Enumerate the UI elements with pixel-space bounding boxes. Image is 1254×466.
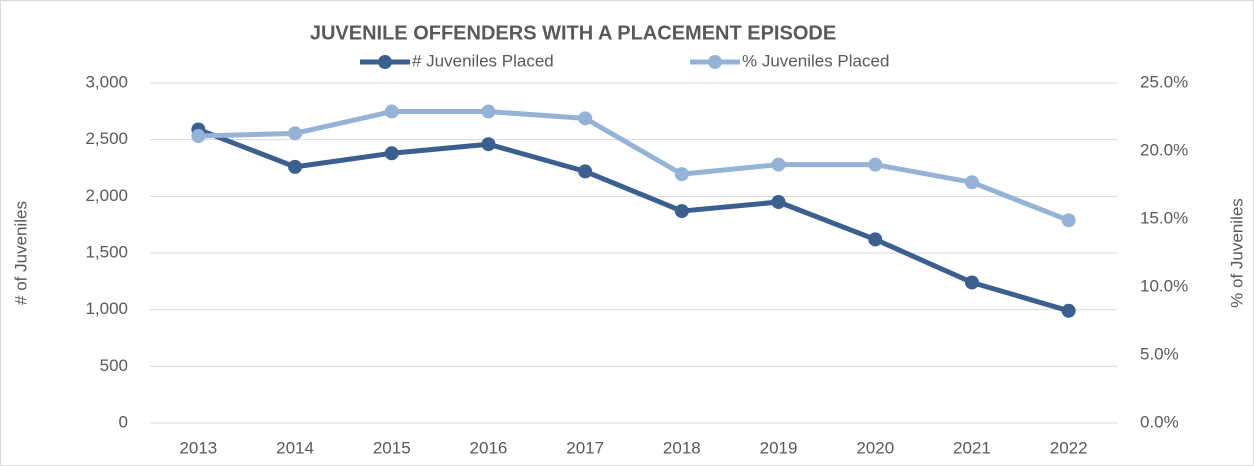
x-tick-label: 2018 xyxy=(663,438,701,457)
y-tick-label: 2,500 xyxy=(85,129,128,148)
data-point xyxy=(481,104,496,119)
legend-marker xyxy=(378,55,392,69)
y-tick-label: 1,000 xyxy=(85,299,128,318)
y2-tick-label: 20.0% xyxy=(1140,140,1188,159)
data-point xyxy=(481,137,496,152)
series-line xyxy=(198,109,1070,223)
data-point xyxy=(771,157,786,172)
x-tick-label: 2019 xyxy=(760,438,798,457)
data-point xyxy=(1061,213,1076,228)
legend-label: % Juveniles Placed xyxy=(742,51,889,70)
x-tick-label: 2016 xyxy=(470,438,508,457)
y2-tick-label: 5.0% xyxy=(1140,344,1179,363)
y-tick-label: 2,000 xyxy=(85,186,128,205)
y-tick-label: 500 xyxy=(100,356,128,375)
data-point xyxy=(771,195,786,209)
y-tick-label: 3,000 xyxy=(85,72,128,91)
data-point xyxy=(964,275,979,290)
x-tick-label: 2021 xyxy=(953,438,991,457)
x-tick-label: 2017 xyxy=(566,438,604,457)
y-tick-label: 1,500 xyxy=(85,242,128,261)
data-point xyxy=(288,159,303,174)
data-point xyxy=(674,204,689,219)
data-point xyxy=(578,111,593,126)
data-point xyxy=(868,232,883,247)
legend-label: # Juveniles Placed xyxy=(412,51,554,70)
y-tick-label: 0 xyxy=(119,412,128,431)
data-point xyxy=(578,164,593,179)
y-axis-label: # of Juveniles xyxy=(11,201,30,305)
x-tick-label: 2013 xyxy=(179,438,217,457)
data-point xyxy=(964,175,979,190)
chart-title: JUVENILE OFFENDERS WITH A PLACEMENT EPIS… xyxy=(310,22,836,44)
y2-axis-label: % of Juveniles xyxy=(1227,198,1246,308)
data-point xyxy=(191,129,206,144)
data-point xyxy=(384,146,399,161)
data-point xyxy=(1061,303,1076,318)
y2-tick-label: 15.0% xyxy=(1140,208,1188,227)
series-line xyxy=(197,127,1070,314)
x-tick-label: 2014 xyxy=(276,438,314,457)
y2-tick-label: 0.0% xyxy=(1140,412,1179,431)
legend-marker xyxy=(708,55,722,69)
x-tick-label: 2015 xyxy=(373,438,411,457)
x-tick-label: 2020 xyxy=(856,438,894,457)
data-point xyxy=(868,157,883,172)
y2-tick-label: 25.0% xyxy=(1140,72,1188,91)
x-tick-label: 2022 xyxy=(1050,438,1088,457)
data-point xyxy=(674,167,689,182)
data-point xyxy=(384,104,399,119)
y2-tick-label: 10.0% xyxy=(1140,276,1188,295)
data-point xyxy=(288,126,303,141)
